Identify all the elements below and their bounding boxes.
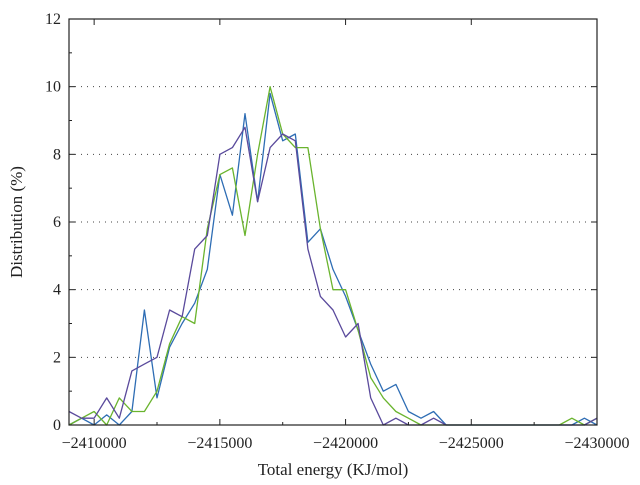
x-tick-label: −2420000 <box>313 435 378 452</box>
series-line-1 <box>68 92 598 426</box>
x-tick-label: −2430000 <box>564 435 629 452</box>
y-tick-label: 6 <box>53 214 61 231</box>
series-line-3 <box>68 126 598 426</box>
y-tick-label: 2 <box>53 349 61 366</box>
x-tick-label: −2425000 <box>439 435 504 452</box>
x-axis-title: Total energy (KJ/mol) <box>258 460 409 479</box>
x-tick-label: −2415000 <box>187 435 252 452</box>
y-tick-label: 0 <box>53 417 61 434</box>
y-tick-label: 10 <box>45 79 61 96</box>
tick-labels: 0 2 4 6 8 10 12 −2410000 −2415000 −2420000 −242500… <box>45 11 630 452</box>
y-tick-label: 12 <box>45 11 61 28</box>
y-axis-title: Distribution (%) <box>7 166 26 278</box>
x-tick-label: −2410000 <box>62 435 127 452</box>
grid-lines <box>69 86 597 358</box>
axis-ticks <box>69 18 598 426</box>
series-lines <box>68 86 598 426</box>
y-tick-label: 4 <box>53 282 61 299</box>
y-tick-label: 8 <box>53 146 61 163</box>
series-line-2 <box>68 86 598 426</box>
